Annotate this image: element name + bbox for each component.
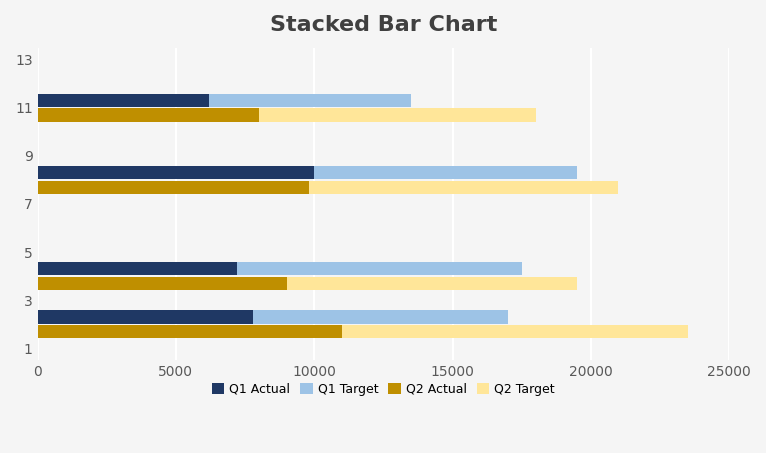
- Bar: [38, 277, 286, 290]
- Bar: [237, 262, 522, 275]
- Bar: [259, 108, 535, 121]
- Bar: [254, 310, 508, 323]
- Bar: [38, 310, 254, 323]
- Title: Stacked Bar Chart: Stacked Bar Chart: [270, 15, 497, 35]
- Bar: [38, 166, 314, 179]
- Bar: [209, 94, 411, 107]
- Bar: [309, 180, 618, 194]
- Bar: [286, 277, 577, 290]
- Bar: [38, 325, 342, 338]
- Bar: [38, 94, 209, 107]
- Bar: [38, 180, 309, 194]
- Bar: [38, 262, 237, 275]
- Bar: [38, 108, 259, 121]
- Bar: [314, 166, 577, 179]
- Legend: Q1 Actual, Q1 Target, Q2 Actual, Q2 Target: Q1 Actual, Q1 Target, Q2 Actual, Q2 Targ…: [207, 378, 560, 401]
- Bar: [342, 325, 688, 338]
